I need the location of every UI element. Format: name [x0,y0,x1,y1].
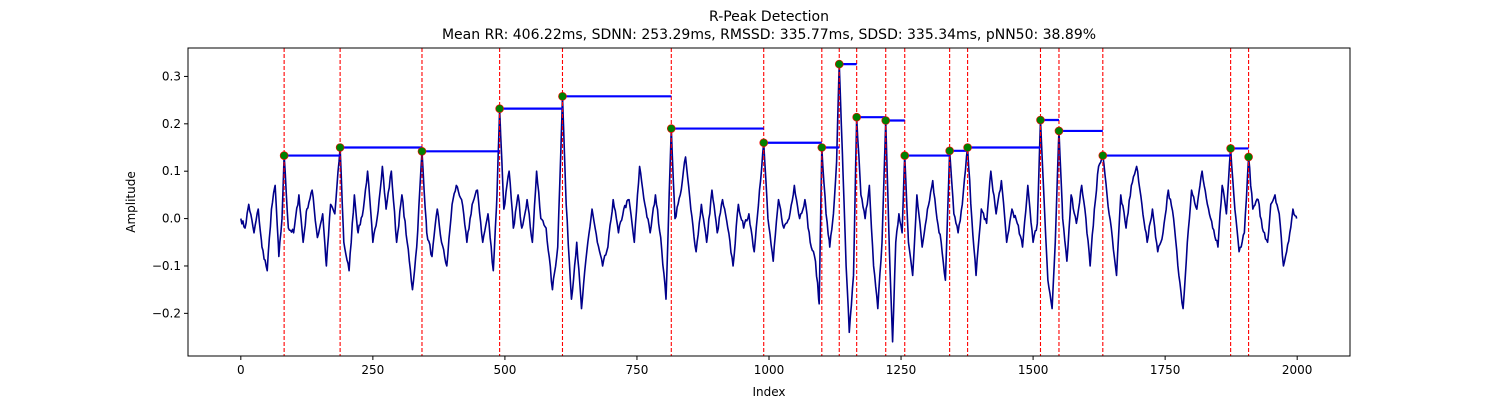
peak-point-15 [1054,126,1064,136]
x-tick-label-8: 2000 [1282,363,1313,377]
y-axis-label: Amplitude [124,171,138,233]
y-tick-label-0: −0.2 [152,306,181,320]
y-tick-label-4: 0.2 [162,117,181,131]
peak-point-10 [881,116,891,125]
peak-point-6 [759,138,769,148]
x-tick-label-2: 500 [493,363,516,377]
y-tick-label-1: −0.1 [152,259,181,273]
peak-point-1 [335,143,345,152]
peak-point-13 [963,143,972,152]
peak-point-9 [852,112,861,122]
y-tick-label-3: 0.1 [162,164,181,178]
plot-frame [187,47,1351,357]
peak-point-0 [279,151,289,160]
x-tick-label-1: 250 [361,363,384,377]
chart-subtitle: Mean RR: 406.22ms, SDNN: 253.29ms, RMSSD… [442,27,1096,43]
peak-point-7 [817,143,827,152]
y-axis: −0.2 −0.1 0.0 0.1 0.2 0.3 [152,69,188,320]
peak-point-17 [1226,144,1235,153]
x-tick-label-3: 750 [626,363,649,377]
peak-point-14 [1036,115,1045,125]
signal-series-line [240,63,1298,343]
x-tick-label-6: 1500 [1018,363,1049,377]
peak-point-4 [558,92,567,101]
x-axis-label: Index [752,385,785,399]
chart-title: R-Peak Detection [709,9,829,25]
x-tick-label-5: 1250 [886,363,917,377]
y-tick-label-5: 0.3 [162,69,181,83]
x-tick-label-0: 0 [237,363,245,377]
peak-point-16 [1098,151,1108,160]
x-tick-label-7: 1750 [1150,363,1181,377]
peak-point-8 [834,59,844,69]
peak-point-11 [900,151,910,160]
peak-point-5 [666,124,676,133]
y-tick-label-2: 0.0 [162,212,181,226]
peak-point-18 [1244,152,1253,162]
peak-point-12 [945,146,954,156]
peak-point-3 [495,104,504,113]
x-tick-label-4: 1000 [754,363,785,377]
x-axis: 0 250 500 750 1000 1250 1500 1750 2000 [237,356,1312,377]
peak-point-2 [417,146,427,156]
plot-layer [240,48,1298,356]
